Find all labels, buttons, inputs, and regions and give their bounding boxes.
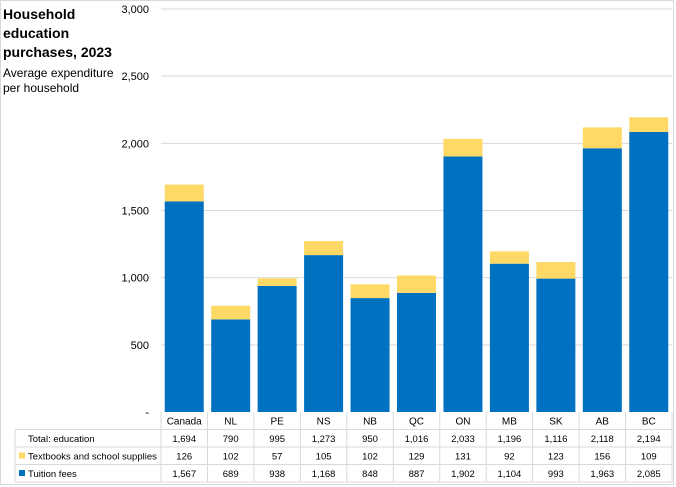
bar-tuition-fees bbox=[443, 156, 483, 412]
data-table-value: 1,963 bbox=[590, 469, 614, 480]
data-table-value: 1,567 bbox=[172, 469, 196, 480]
legend-key bbox=[19, 470, 25, 476]
x-category-label: PE bbox=[270, 417, 284, 428]
bar-textbooks-supplies bbox=[211, 305, 251, 320]
bar-textbooks-supplies bbox=[257, 278, 297, 286]
data-table-value: 1,116 bbox=[544, 434, 567, 445]
y-tick-label: 500 bbox=[131, 340, 149, 352]
bar-textbooks-supplies bbox=[536, 262, 576, 279]
bar-textbooks-supplies bbox=[350, 284, 390, 299]
data-table-value: 126 bbox=[176, 452, 192, 463]
bar-tuition-fees bbox=[164, 201, 204, 412]
data-table-value: 2,085 bbox=[637, 469, 661, 480]
table-row-label: Total: education bbox=[28, 434, 95, 445]
bar-tuition-fees bbox=[211, 319, 251, 412]
legend-key bbox=[19, 452, 25, 459]
data-table-value: 57 bbox=[272, 452, 283, 463]
bar-tuition-fees bbox=[397, 292, 436, 412]
table-row-label: Textbooks and school supplies bbox=[28, 452, 157, 463]
x-category-label: NB bbox=[363, 417, 377, 428]
data-table-value: 105 bbox=[316, 452, 332, 463]
data-table-value: 102 bbox=[223, 452, 239, 463]
y-tick-label: 3,000 bbox=[121, 4, 149, 16]
bar-textbooks-supplies bbox=[489, 251, 529, 264]
x-category-label: Canada bbox=[167, 417, 202, 428]
data-table-value: 2,033 bbox=[451, 434, 475, 445]
bar-textbooks-supplies bbox=[629, 117, 669, 132]
x-category-label: NS bbox=[317, 417, 331, 428]
y-tick-label: 1,000 bbox=[121, 273, 149, 285]
data-table-value: 102 bbox=[362, 452, 378, 463]
data-table-value: 848 bbox=[362, 469, 378, 480]
data-table-value: 995 bbox=[269, 434, 285, 445]
bar-textbooks-supplies bbox=[164, 184, 204, 202]
data-table-value: 790 bbox=[223, 434, 239, 445]
data-table-value: 1,104 bbox=[498, 469, 522, 480]
y-tick-label: - bbox=[145, 407, 149, 419]
x-category-label: NL bbox=[224, 417, 237, 428]
table-row-label: Tuition fees bbox=[28, 469, 77, 480]
data-table-value: 131 bbox=[455, 452, 471, 463]
bar-textbooks-supplies bbox=[397, 275, 436, 293]
chart-title: Household education purchases, 2023 bbox=[3, 6, 112, 60]
data-table-value: 689 bbox=[223, 469, 239, 480]
x-category-label: BC bbox=[642, 417, 656, 428]
x-category-label: MB bbox=[502, 417, 517, 428]
data-table-value: 129 bbox=[409, 452, 425, 463]
data-table-value: 2,118 bbox=[591, 434, 614, 445]
data-table-value: 938 bbox=[269, 469, 285, 480]
x-category-label: AB bbox=[596, 417, 610, 428]
data-table-value: 92 bbox=[504, 452, 515, 463]
y-tick-label: 1,500 bbox=[121, 206, 149, 218]
y-tick-label: 2,000 bbox=[121, 138, 149, 150]
x-category-label: ON bbox=[455, 417, 470, 428]
y-axis-label: Average expenditure per household bbox=[3, 66, 114, 95]
data-table-value: 1,196 bbox=[498, 434, 522, 445]
bar-tuition-fees bbox=[350, 298, 390, 412]
bar-textbooks-supplies bbox=[443, 138, 483, 157]
bar-tuition-fees bbox=[629, 131, 669, 413]
data-table-value: 887 bbox=[409, 469, 425, 480]
data-table-value: 1,902 bbox=[451, 469, 475, 480]
bar-tuition-fees bbox=[582, 148, 622, 413]
data-table-value: 950 bbox=[362, 434, 378, 445]
data-table-value: 2,194 bbox=[637, 434, 661, 445]
bar-tuition-fees bbox=[536, 278, 576, 412]
data-table-value: 109 bbox=[641, 452, 657, 463]
y-tick-label: 2,500 bbox=[121, 71, 149, 83]
bar-tuition-fees bbox=[304, 255, 344, 412]
bar-tuition-fees bbox=[489, 263, 529, 412]
bar-tuition-fees bbox=[257, 285, 297, 412]
data-table-value: 156 bbox=[594, 452, 610, 463]
x-category-label: QC bbox=[409, 417, 424, 428]
data-table-value: 123 bbox=[548, 452, 564, 463]
data-table-value: 1,273 bbox=[312, 434, 336, 445]
data-table-value: 993 bbox=[548, 469, 564, 480]
x-category-label: SK bbox=[549, 417, 563, 428]
bar-textbooks-supplies bbox=[582, 127, 622, 149]
data-table-value: 1,168 bbox=[312, 469, 336, 480]
data-table-value: 1,016 bbox=[405, 434, 429, 445]
bar-textbooks-supplies bbox=[304, 240, 344, 256]
data-table-value: 1,694 bbox=[172, 434, 196, 445]
